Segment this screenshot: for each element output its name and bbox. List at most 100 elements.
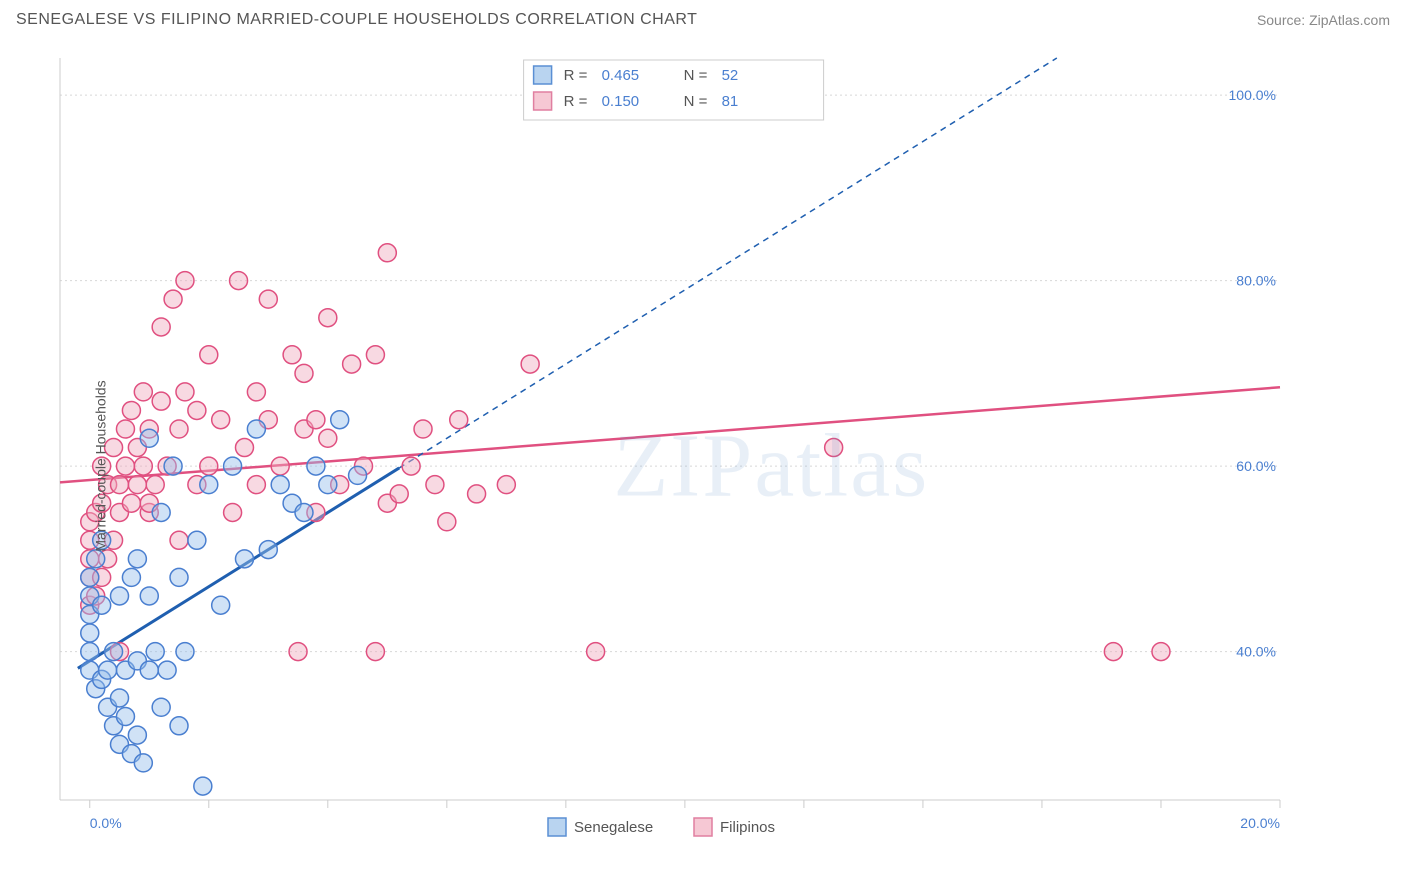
point-filipinos [825,439,843,457]
point-filipinos [212,411,230,429]
point-senegalese [122,568,140,586]
point-senegalese [140,661,158,679]
point-senegalese [200,476,218,494]
stats-swatch [534,92,552,110]
legend-label: Filipinos [720,819,775,836]
legend-swatch [548,818,566,836]
point-senegalese [259,541,277,559]
point-senegalese [349,466,367,484]
legend-swatch [694,818,712,836]
point-senegalese [116,708,134,726]
point-senegalese [111,587,129,605]
point-senegalese [170,717,188,735]
point-senegalese [158,661,176,679]
point-senegalese [235,550,253,568]
point-filipinos [1152,643,1170,661]
legend-label: Senegalese [574,819,653,836]
point-filipinos [319,309,337,327]
trend-line-filipinos [60,387,1280,482]
point-filipinos [450,411,468,429]
point-filipinos [152,392,170,410]
point-senegalese [81,643,99,661]
point-filipinos [122,494,140,512]
point-filipinos [116,457,134,475]
point-senegalese [81,624,99,642]
point-senegalese [271,476,289,494]
point-senegalese [331,411,349,429]
point-filipinos [230,272,248,290]
point-filipinos [247,476,265,494]
point-filipinos [170,420,188,438]
source-attribution: Source: ZipAtlas.com [1257,12,1390,28]
point-senegalese [176,643,194,661]
point-senegalese [307,457,325,475]
point-senegalese [93,596,111,614]
point-filipinos [146,476,164,494]
xtick-label: 0.0% [90,815,122,831]
source-label: Source: [1257,12,1305,28]
point-filipinos [390,485,408,503]
point-filipinos [1104,643,1122,661]
point-filipinos [122,401,140,419]
point-senegalese [81,568,99,586]
point-senegalese [212,596,230,614]
point-senegalese [146,643,164,661]
stats-swatch [534,66,552,84]
point-senegalese [140,429,158,447]
point-filipinos [497,476,515,494]
point-senegalese [194,777,212,795]
stats-n-value: 52 [722,67,739,84]
point-senegalese [105,643,123,661]
point-filipinos [224,503,242,521]
point-senegalese [152,698,170,716]
point-filipinos [128,476,146,494]
point-senegalese [134,754,152,772]
point-senegalese [170,568,188,586]
point-filipinos [271,457,289,475]
point-senegalese [247,420,265,438]
point-filipinos [307,411,325,429]
stats-r-value: 0.150 [602,93,640,110]
ytick-label: 60.0% [1236,458,1276,474]
ytick-label: 80.0% [1236,273,1276,289]
point-senegalese [224,457,242,475]
point-filipinos [134,457,152,475]
point-senegalese [99,661,117,679]
point-filipinos [247,383,265,401]
point-filipinos [366,346,384,364]
plot-area: Married-couple Households ZIPatlas 40.0%… [20,50,1386,882]
point-filipinos [343,355,361,373]
point-senegalese [87,550,105,568]
stats-n-label: N = [684,93,708,110]
point-senegalese [319,476,337,494]
point-filipinos [116,420,134,438]
point-filipinos [426,476,444,494]
point-senegalese [295,503,313,521]
scatter-chart: 40.0%60.0%80.0%100.0%0.0%20.0%R =0.465N … [20,50,1340,850]
ytick-label: 40.0% [1236,644,1276,660]
point-filipinos [188,401,206,419]
point-senegalese [140,587,158,605]
point-filipinos [414,420,432,438]
stats-r-label: R = [564,93,588,110]
y-axis-label: Married-couple Households [93,380,109,551]
stats-n-value: 81 [722,93,739,110]
point-senegalese [128,726,146,744]
point-filipinos [152,318,170,336]
point-filipinos [164,290,182,308]
point-filipinos [468,485,486,503]
point-senegalese [164,457,182,475]
stats-box: R =0.465N =52R =0.150N =81 [524,60,824,120]
point-filipinos [200,457,218,475]
point-senegalese [188,531,206,549]
point-filipinos [295,364,313,382]
xtick-label: 20.0% [1240,815,1280,831]
header: SENEGALESE VS FILIPINO MARRIED-COUPLE HO… [0,0,1406,40]
point-filipinos [259,290,277,308]
point-senegalese [152,503,170,521]
chart-title: SENEGALESE VS FILIPINO MARRIED-COUPLE HO… [16,11,697,29]
point-filipinos [200,346,218,364]
point-filipinos [366,643,384,661]
ytick-label: 100.0% [1229,87,1276,103]
stats-n-label: N = [684,67,708,84]
